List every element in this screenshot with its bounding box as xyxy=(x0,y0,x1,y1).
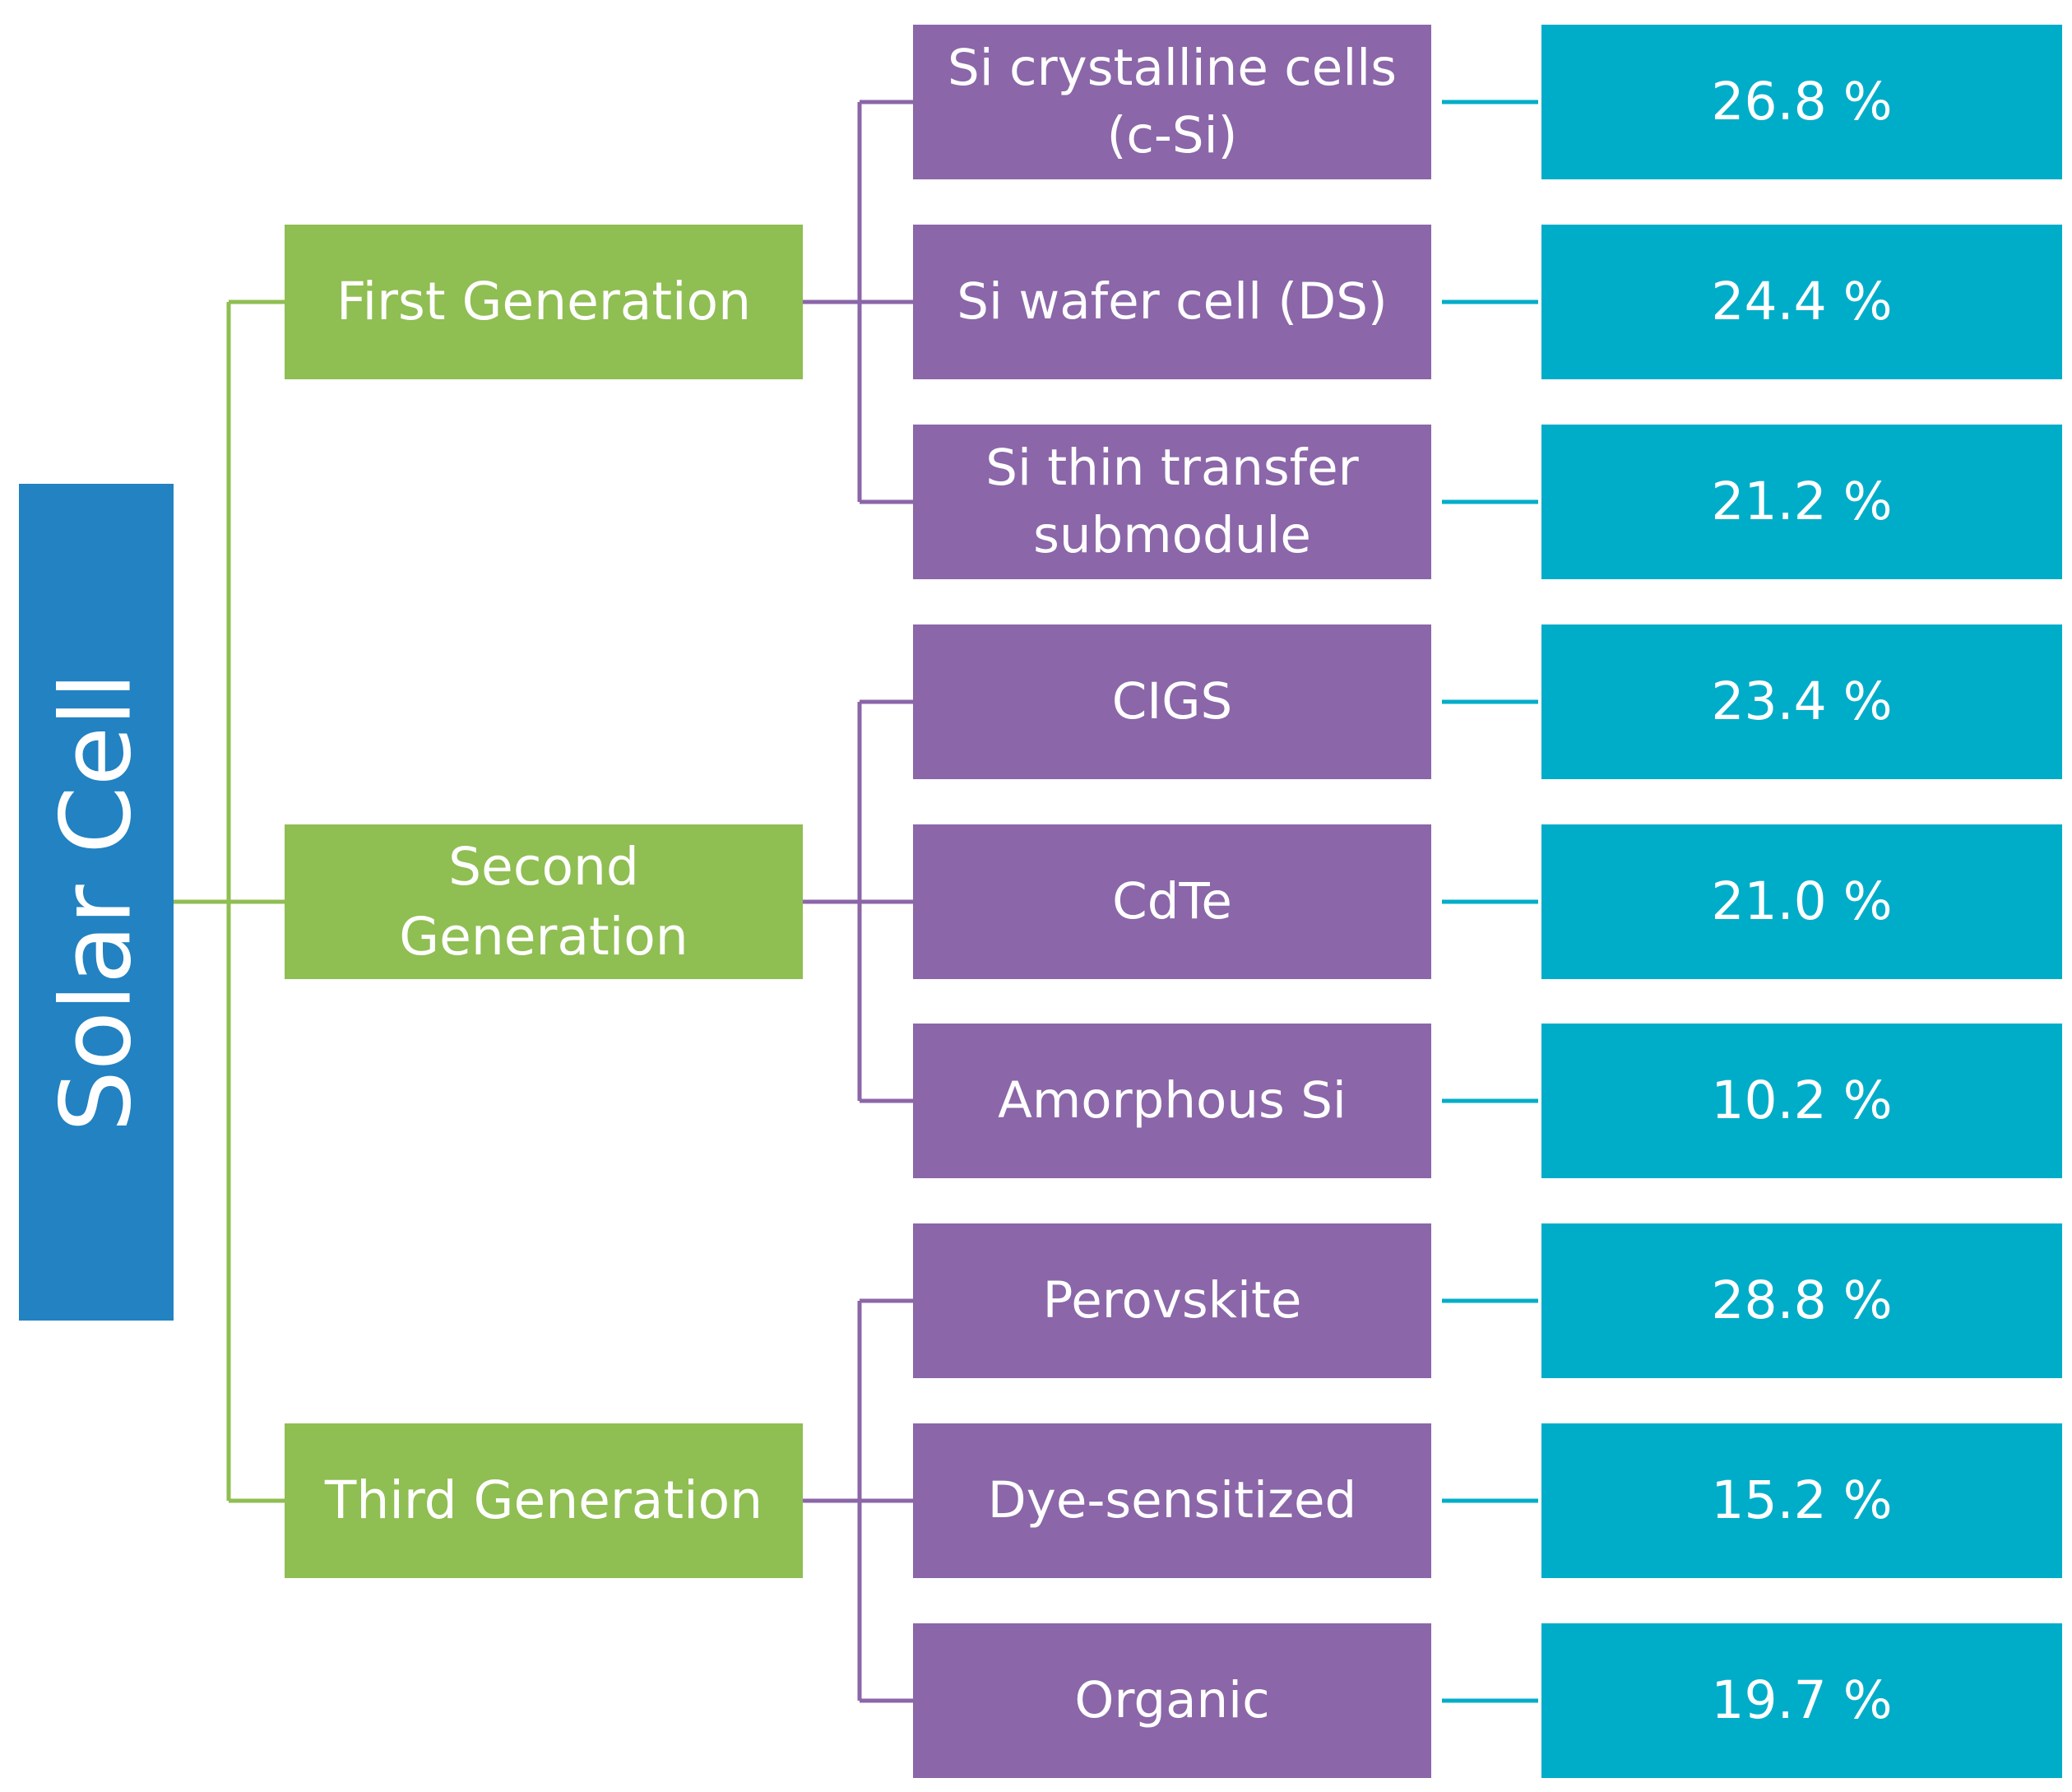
cell-type-box: Amorphous Si xyxy=(913,1024,1431,1178)
cell-type-box: CIGS xyxy=(913,624,1431,779)
cell-type-label: Si wafer cell (DS) xyxy=(957,272,1388,331)
cell-type-label: CIGS xyxy=(1111,671,1233,731)
generation-box-third: Third Generation xyxy=(285,1423,803,1578)
cell-type-label: Amorphous Si xyxy=(998,1070,1347,1130)
root-connector xyxy=(174,299,285,1503)
generation-label: First Generation xyxy=(336,272,752,332)
efficiency-box: 15.2 % xyxy=(1541,1423,2062,1578)
efficiency-box: 21.0 % xyxy=(1541,824,2062,979)
cell-type-label: Si crystalline cells (c-Si) xyxy=(947,38,1398,165)
efficiency-connectors xyxy=(1442,100,1538,1703)
efficiency-value: 15.2 % xyxy=(1711,1470,1893,1531)
cell-type-label: CdTe xyxy=(1112,871,1232,931)
efficiency-box: 26.8 % xyxy=(1541,25,2062,179)
cell-type-box: Si thin transfer submodule xyxy=(913,425,1431,579)
efficiency-value: 21.0 % xyxy=(1711,871,1893,932)
efficiency-box: 19.7 % xyxy=(1541,1623,2062,1778)
generation-box-first: First Generation xyxy=(285,225,803,379)
generation-label: Third Generation xyxy=(324,1470,763,1531)
root-label: Solar Cell xyxy=(39,672,153,1132)
solar-cell-root-box: Solar Cell xyxy=(19,484,174,1321)
cell-type-box: Si crystalline cells (c-Si) xyxy=(913,25,1431,179)
efficiency-value: 21.2 % xyxy=(1711,471,1893,532)
generation-box-second: Second Generation xyxy=(285,824,803,979)
cell-type-label: Organic xyxy=(1074,1670,1270,1729)
cell-type-label: Dye-sensitized xyxy=(987,1470,1357,1530)
cell-type-box: Organic xyxy=(913,1623,1431,1778)
cell-type-label: Perovskite xyxy=(1042,1270,1302,1330)
cell-type-box: Perovskite xyxy=(913,1223,1431,1378)
efficiency-value: 23.4 % xyxy=(1711,671,1893,732)
efficiency-box: 10.2 % xyxy=(1541,1024,2062,1178)
efficiency-value: 26.8 % xyxy=(1711,72,1893,132)
efficiency-box: 24.4 % xyxy=(1541,225,2062,379)
efficiency-value: 28.8 % xyxy=(1711,1270,1893,1331)
efficiency-box: 28.8 % xyxy=(1541,1223,2062,1378)
generation-label: Second Generation xyxy=(399,836,688,967)
cell-type-box: Si wafer cell (DS) xyxy=(913,225,1431,379)
efficiency-box: 23.4 % xyxy=(1541,624,2062,779)
efficiency-value: 24.4 % xyxy=(1711,272,1893,332)
efficiency-box: 21.2 % xyxy=(1541,425,2062,579)
cell-type-box: CdTe xyxy=(913,824,1431,979)
efficiency-value: 10.2 % xyxy=(1711,1070,1893,1131)
cell-type-label: Si thin transfer submodule xyxy=(985,438,1359,564)
generation-connectors xyxy=(803,100,913,1703)
efficiency-value: 19.7 % xyxy=(1711,1670,1893,1731)
cell-type-box: Dye-sensitized xyxy=(913,1423,1431,1578)
